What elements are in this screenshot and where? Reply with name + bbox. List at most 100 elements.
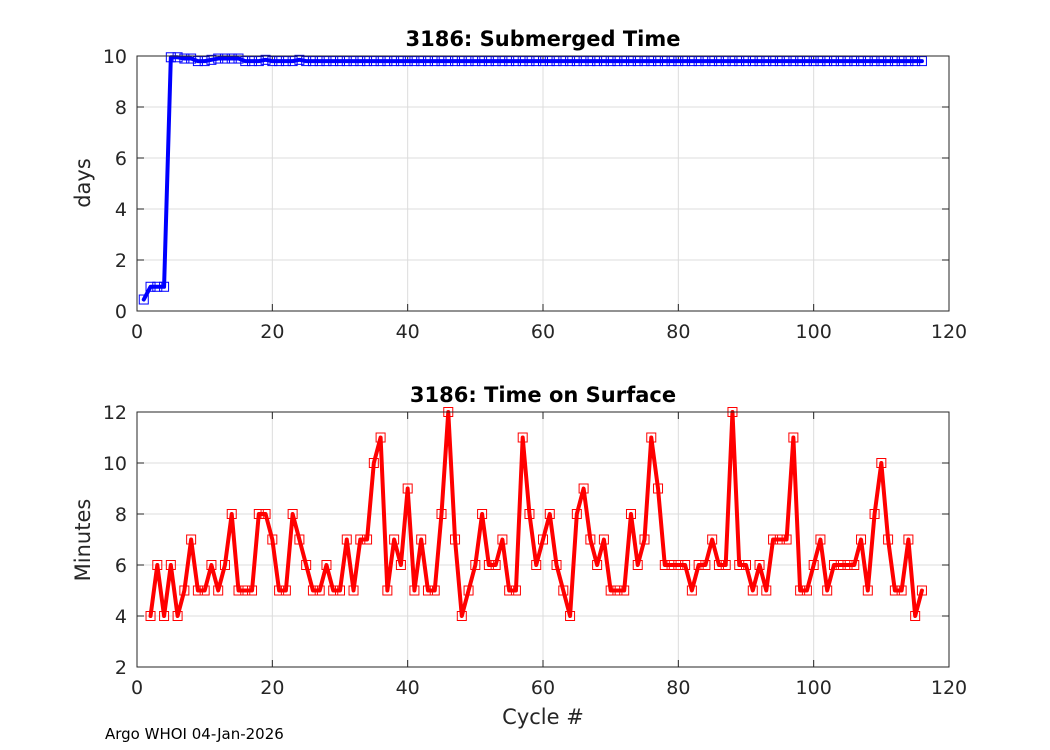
data-point-marker	[422, 585, 433, 596]
data-point-marker	[253, 509, 264, 519]
data-point-marker	[822, 56, 833, 67]
data-point-marker	[538, 56, 548, 67]
data-point-marker	[375, 432, 386, 443]
x-tick-label: 80	[666, 677, 690, 699]
data-point-marker	[828, 56, 839, 67]
data-point-marker	[456, 611, 467, 621]
x-tick-label: 120	[931, 677, 967, 699]
data-point-marker	[179, 585, 190, 596]
data-point-marker	[815, 56, 826, 67]
data-point-marker	[571, 509, 582, 519]
data-point-marker	[632, 560, 643, 570]
data-point-marker	[362, 56, 373, 67]
data-point-marker	[713, 560, 724, 570]
y-tick-label: 10	[103, 453, 127, 475]
y-axis-label: days	[71, 158, 95, 208]
data-point-marker	[213, 53, 224, 64]
data-point-marker	[781, 534, 792, 545]
data-point-marker	[504, 585, 515, 596]
data-point-marker	[206, 560, 217, 570]
data-point-marker	[294, 54, 305, 65]
data-point-marker	[700, 56, 711, 67]
data-point-marker	[903, 534, 914, 545]
data-point-marker	[152, 281, 163, 292]
data-point-marker	[774, 56, 785, 67]
data-point-marker	[883, 56, 894, 67]
data-point-marker	[795, 56, 806, 67]
data-point-marker	[889, 585, 900, 596]
data-point-marker	[578, 483, 589, 494]
data-point-marker	[314, 56, 325, 67]
data-point-marker	[443, 56, 454, 67]
data-point-marker	[693, 560, 704, 570]
data-point-marker	[666, 560, 677, 570]
data-point-marker	[341, 56, 352, 67]
y-tick-label: 2	[115, 250, 127, 272]
data-point-marker	[531, 56, 542, 67]
data-point-marker	[274, 56, 285, 67]
submerged-time-panel: 0 20 40 60 80 100 120 0 2 4 6 8 10 3186: Submerged T…	[71, 27, 967, 343]
data-point-marker	[862, 585, 873, 596]
data-point-marker	[186, 53, 197, 64]
data-point-marker	[395, 560, 406, 570]
data-point-marker	[524, 56, 535, 67]
data-point-marker	[165, 560, 176, 570]
data-point-marker	[524, 509, 535, 519]
data-point-marker	[849, 560, 860, 570]
data-point-marker	[240, 56, 251, 67]
data-point-marker	[808, 560, 819, 570]
data-point-marker	[436, 56, 447, 67]
data-point-marker	[186, 534, 197, 545]
data-point-marker	[260, 509, 271, 519]
data-point-marker	[910, 611, 921, 621]
series-surface-time	[145, 407, 927, 621]
data-point-marker	[429, 585, 440, 596]
data-point-marker	[680, 560, 691, 570]
data-point-marker	[348, 585, 359, 596]
data-point-marker	[483, 56, 494, 67]
data-point-marker	[896, 56, 907, 67]
data-point-marker	[490, 560, 501, 570]
data-point-marker	[605, 585, 616, 596]
data-point-marker	[307, 56, 318, 67]
data-point-marker	[910, 56, 921, 67]
data-point-marker	[747, 585, 758, 596]
data-point-marker	[754, 560, 765, 570]
data-point-marker	[605, 56, 616, 67]
plot-area-frame	[136, 55, 950, 312]
data-point-marker	[625, 509, 636, 519]
data-point-marker	[314, 585, 325, 596]
data-point-marker	[653, 483, 664, 494]
data-point-marker	[734, 560, 745, 570]
data-point-marker	[578, 56, 589, 67]
data-point-marker	[808, 56, 819, 67]
data-point-marker	[368, 56, 379, 67]
y-tick-label: 6	[115, 148, 127, 170]
axis-ticks: 0 20 40 60 80 100 120 2 4 6 8 10 12	[103, 402, 967, 699]
data-point-marker	[653, 56, 664, 67]
y-tick-label: 4	[115, 199, 127, 221]
data-point-marker	[301, 56, 312, 67]
data-point-marker	[470, 56, 481, 67]
data-point-marker	[828, 560, 839, 570]
data-point-marker	[707, 56, 718, 67]
data-point-marker	[463, 56, 474, 67]
data-point-marker	[199, 585, 210, 596]
data-point-marker	[368, 458, 379, 468]
data-point-marker	[727, 56, 738, 67]
data-point-marker	[774, 534, 785, 545]
data-point-marker	[348, 56, 359, 67]
data-point-marker	[835, 560, 846, 570]
y-tick-label: 2	[115, 657, 127, 679]
data-point-marker	[754, 56, 765, 67]
data-point-marker	[362, 534, 373, 545]
data-point-marker	[571, 56, 582, 67]
data-point-marker	[510, 56, 521, 67]
data-point-marker	[145, 281, 156, 292]
data-point-marker	[510, 585, 521, 596]
data-point-marker	[219, 560, 230, 570]
x-tick-label: 80	[666, 321, 690, 343]
data-point-marker	[680, 56, 691, 67]
data-point-marker	[565, 611, 576, 621]
data-point-marker	[483, 560, 494, 570]
